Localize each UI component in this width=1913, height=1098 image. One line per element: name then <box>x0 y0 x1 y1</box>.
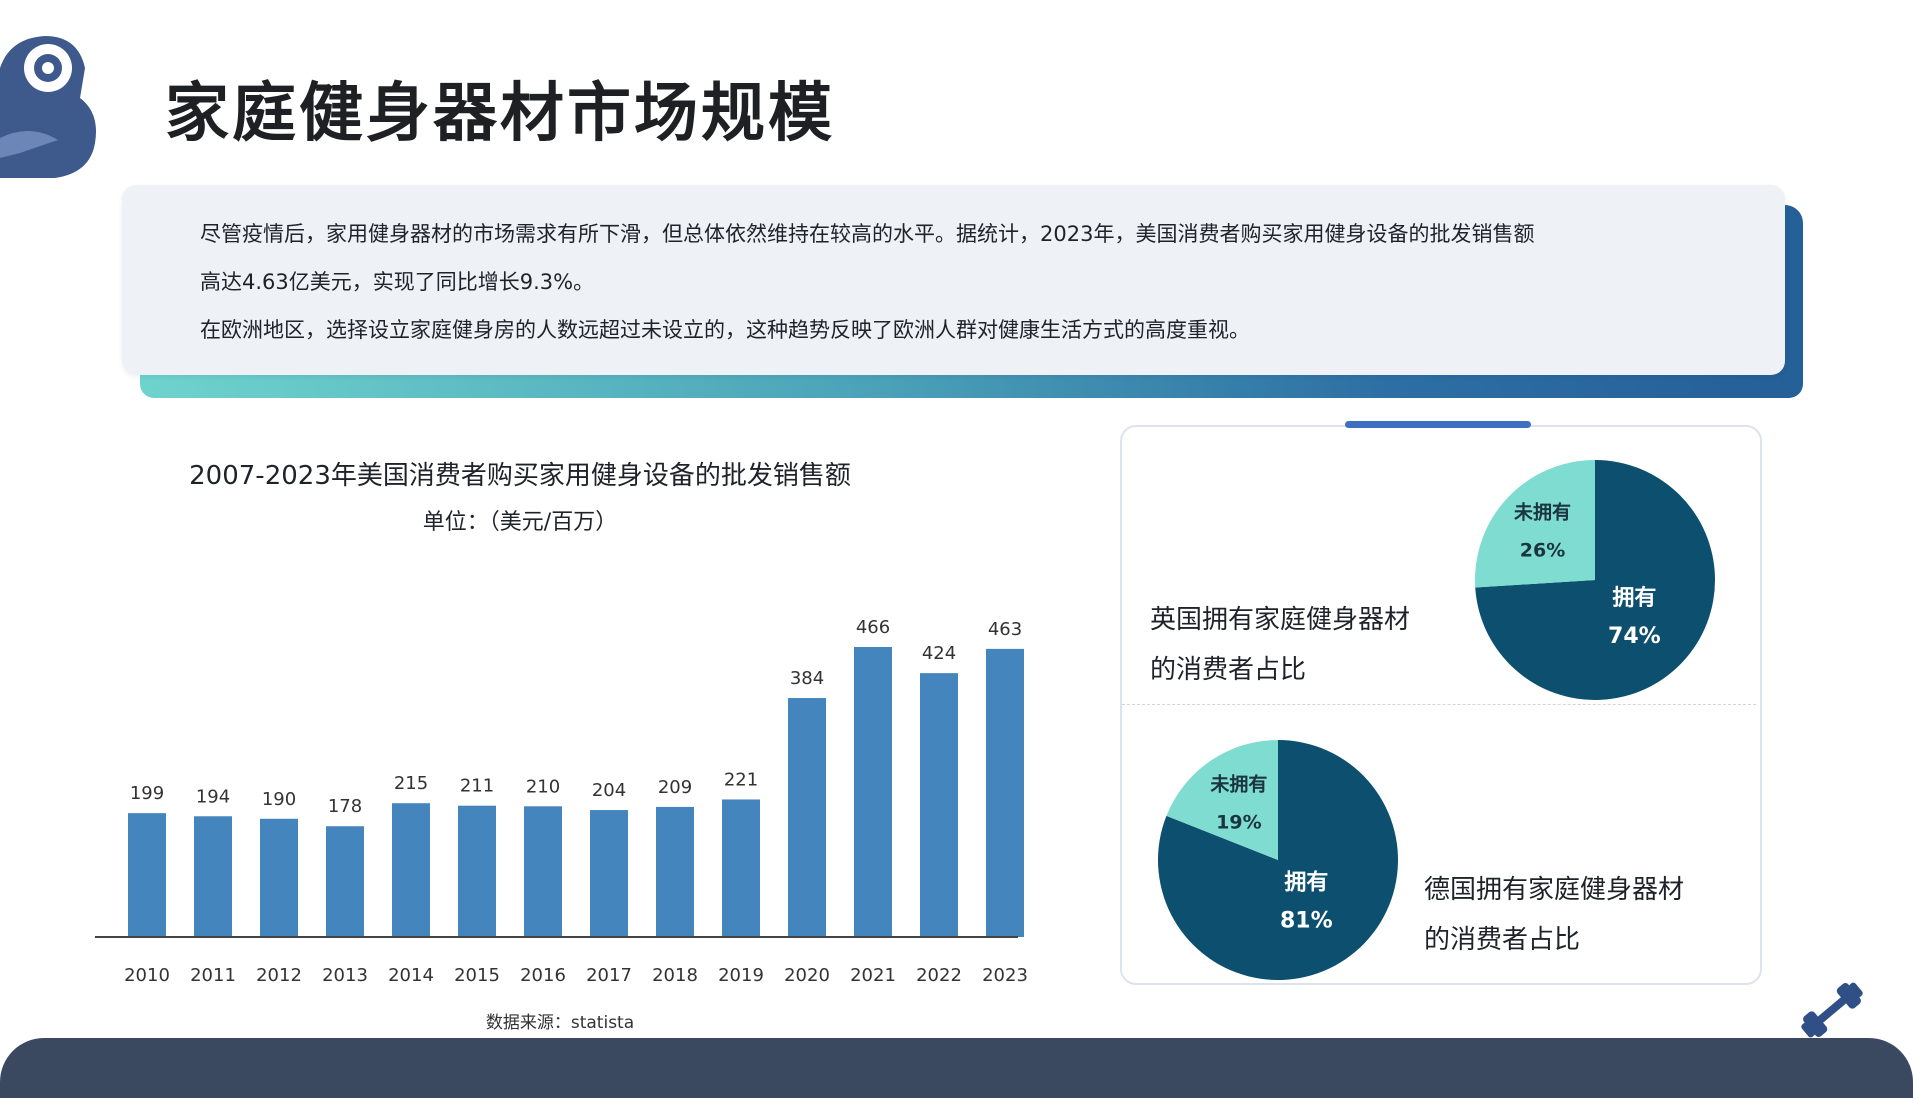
bar-value-label: 424 <box>922 643 956 664</box>
panel-divider <box>1122 704 1756 705</box>
bar-2022 <box>920 673 958 937</box>
bar-value-label: 204 <box>592 780 626 801</box>
mascot-logo-icon <box>0 36 96 178</box>
bar-value-label: 221 <box>724 769 758 790</box>
bar-value-label: 215 <box>394 773 428 794</box>
uk-pie-chart: 拥有 74% 未拥有 26% <box>1475 460 1715 700</box>
x-tick-label: 2015 <box>454 965 500 986</box>
de-caption-line-1: 德国拥有家庭健身器材 <box>1424 875 1685 905</box>
de-pie-chart: 拥有 81% 未拥有 19% <box>1158 740 1398 980</box>
dumbbell-icon <box>1801 982 1863 1038</box>
bar-2010 <box>128 813 166 937</box>
x-tick-label: 2012 <box>256 965 302 986</box>
bar-2013 <box>326 826 364 937</box>
x-tick-label: 2021 <box>850 965 896 986</box>
pie-slice-percent: 19% <box>1216 811 1261 833</box>
bar-value-label: 211 <box>460 776 494 797</box>
pie-slice-percent: 74% <box>1608 624 1661 649</box>
bar-value-label: 463 <box>988 619 1022 640</box>
intro-line-1: 尽管疫情后，家用健身器材的市场需求有所下滑，但总体依然维持在较高的水平。据统计，… <box>200 222 1535 246</box>
uk-pie-caption: 英国拥有家庭健身器材 的消费者占比 <box>1150 595 1410 695</box>
x-tick-label: 2017 <box>586 965 632 986</box>
pie-slice-label: 未拥有 <box>1513 501 1571 524</box>
pie-slice-label: 拥有 <box>1284 870 1328 896</box>
bar-value-label: 210 <box>526 776 560 797</box>
de-pie-caption: 德国拥有家庭健身器材 的消费者占比 <box>1424 865 1684 965</box>
bar-value-label: 194 <box>196 786 230 807</box>
bar-chart-title: 2007-2023年美国消费者购买家用健身设备的批发销售额 <box>189 461 851 491</box>
intro-line-2: 高达4.63亿美元，实现了同比增长9.3%。 <box>200 270 595 294</box>
pie-slice-label: 未拥有 <box>1209 772 1267 795</box>
uk-caption-line-2: 的消费者占比 <box>1150 655 1307 685</box>
x-tick-label: 2011 <box>190 965 236 986</box>
data-source-note: 数据来源：statista <box>485 1013 635 1033</box>
bar-2014 <box>392 803 430 937</box>
x-tick-label: 2016 <box>520 965 566 986</box>
bar-value-label: 190 <box>262 789 296 810</box>
bar-2020 <box>788 698 826 937</box>
bar-value-label: 199 <box>130 783 164 804</box>
page-title: 家庭健身器材市场规模 <box>165 77 835 151</box>
bar-2015 <box>458 805 496 937</box>
intro-line-3: 在欧洲地区，选择设立家庭健身房的人数远超过未设立的，这种趋势反映了欧洲人群对健康… <box>200 318 1250 342</box>
pie-slice-owned <box>1475 460 1715 700</box>
bar-chart: 199 2010 194 2011 190 2012 178 2013 215 2014 211 20… <box>95 617 1028 986</box>
footer-bar <box>0 1038 1913 1098</box>
bar-chart-unit: 单位：（美元/百万） <box>422 510 618 535</box>
bar-2019 <box>722 799 760 937</box>
pie-slice-percent: 81% <box>1280 909 1333 934</box>
uk-caption-line-1: 英国拥有家庭健身器材 <box>1150 605 1411 635</box>
bar-value-label: 178 <box>328 796 362 817</box>
bar-value-label: 209 <box>658 777 692 798</box>
de-caption-line-2: 的消费者占比 <box>1424 925 1581 955</box>
x-tick-label: 2019 <box>718 965 764 986</box>
x-tick-label: 2023 <box>982 965 1028 986</box>
bar-2023 <box>986 648 1024 937</box>
pie-slice-not-owned <box>1475 460 1595 588</box>
pie-slice-percent: 26% <box>1520 540 1565 562</box>
bar-2017 <box>590 810 628 937</box>
bar-2012 <box>260 818 298 937</box>
bar-2018 <box>656 806 694 937</box>
x-tick-label: 2018 <box>652 965 698 986</box>
bar-2011 <box>194 816 232 937</box>
pie-slice-label: 拥有 <box>1612 585 1656 611</box>
panel-tab-indicator <box>1345 421 1531 428</box>
pie-slice-not-owned <box>1166 740 1278 860</box>
bar-value-label: 466 <box>856 617 890 638</box>
intro-panel <box>122 185 1785 375</box>
bar-2021 <box>854 647 892 937</box>
x-tick-label: 2010 <box>124 965 170 986</box>
intro-text: 尽管疫情后，家用健身器材的市场需求有所下滑，但总体依然维持在较高的水平。据统计，… <box>200 210 1730 354</box>
x-tick-label: 2013 <box>322 965 368 986</box>
x-tick-label: 2022 <box>916 965 962 986</box>
bar-2016 <box>524 806 562 937</box>
x-tick-label: 2014 <box>388 965 434 986</box>
bar-value-label: 384 <box>790 668 824 689</box>
x-tick-label: 2020 <box>784 965 830 986</box>
